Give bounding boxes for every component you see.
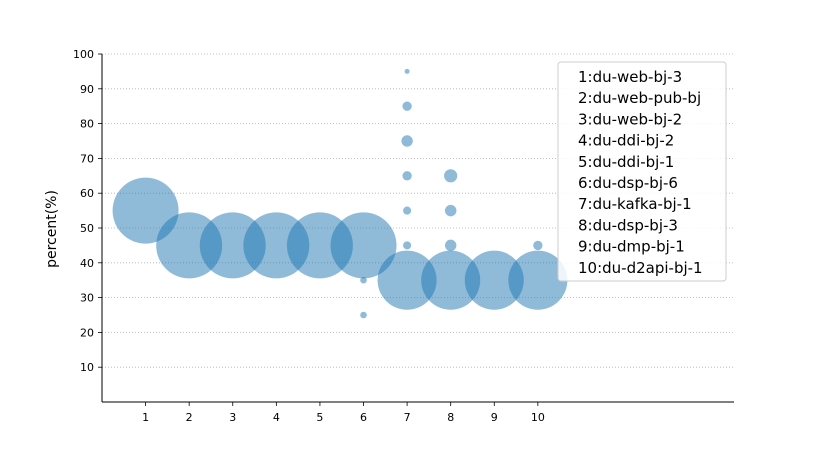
legend-entry: 3:du-web-bj-2 xyxy=(578,110,682,128)
data-point xyxy=(401,135,413,147)
y-tick-label: 20 xyxy=(80,326,94,339)
y-tick-label: 40 xyxy=(80,257,94,270)
y-tick-label: 30 xyxy=(80,292,94,305)
x-tick-label: 5 xyxy=(316,411,323,424)
legend-entry: 9:du-dmp-bj-1 xyxy=(578,238,685,256)
y-tick-label: 70 xyxy=(80,152,94,165)
y-axis-label: percent(%) xyxy=(44,190,60,268)
x-tick-label: 7 xyxy=(404,411,411,424)
x-tick-label: 6 xyxy=(360,411,367,424)
legend-entry: 8:du-dsp-bj-3 xyxy=(578,216,678,234)
data-point xyxy=(360,276,367,284)
data-point xyxy=(444,204,457,217)
data-point xyxy=(403,206,412,215)
data-point xyxy=(508,250,568,310)
y-tick-label: 100 xyxy=(73,48,94,61)
x-tick-label: 8 xyxy=(447,411,454,424)
data-point xyxy=(404,68,410,74)
legend-entry: 7:du-kafka-bj-1 xyxy=(578,195,692,213)
data-point xyxy=(444,239,457,252)
data-point xyxy=(402,101,412,111)
y-tick-label: 60 xyxy=(80,187,94,200)
legend: 1:du-web-bj-3 2:du-web-pub-bj 3:du-web-bj-… xyxy=(557,61,727,282)
bubble-layer xyxy=(112,68,568,319)
legend-entry: 10:du-d2api-bj-1 xyxy=(578,259,703,277)
legend-box xyxy=(557,61,727,282)
legend-entry: 6:du-dsp-bj-6 xyxy=(578,174,678,192)
data-point xyxy=(421,250,481,310)
x-tick-label: 9 xyxy=(491,411,498,424)
legend-entry: 4:du-ddi-bj-2 xyxy=(578,132,674,150)
data-point xyxy=(360,311,367,319)
data-point xyxy=(402,171,412,181)
y-tick-label: 90 xyxy=(80,83,94,96)
y-tick-label: 10 xyxy=(80,361,94,374)
x-tick-label: 4 xyxy=(273,411,280,424)
data-point xyxy=(403,241,412,250)
data-point xyxy=(377,250,437,310)
legend-entry: 1:du-web-bj-3 xyxy=(578,68,682,86)
x-tick-label: 2 xyxy=(186,411,193,424)
axes: 10 20 30 40 50 60 70 80 90 100 1 2 3 4 5 6 7 8 9 10 xyxy=(73,48,734,424)
data-point xyxy=(533,240,543,251)
y-tick-label: 80 xyxy=(80,118,94,131)
legend-entry: 2:du-web-pub-bj xyxy=(578,89,701,107)
x-tick-label: 3 xyxy=(229,411,236,424)
legend-entry: 5:du-ddi-bj-1 xyxy=(578,153,674,171)
data-point xyxy=(464,250,524,310)
data-point xyxy=(330,212,397,279)
x-tick-label: 10 xyxy=(531,411,545,424)
y-tick-label: 50 xyxy=(80,222,94,235)
x-tick-label: 1 xyxy=(142,411,149,424)
data-point xyxy=(444,169,458,183)
